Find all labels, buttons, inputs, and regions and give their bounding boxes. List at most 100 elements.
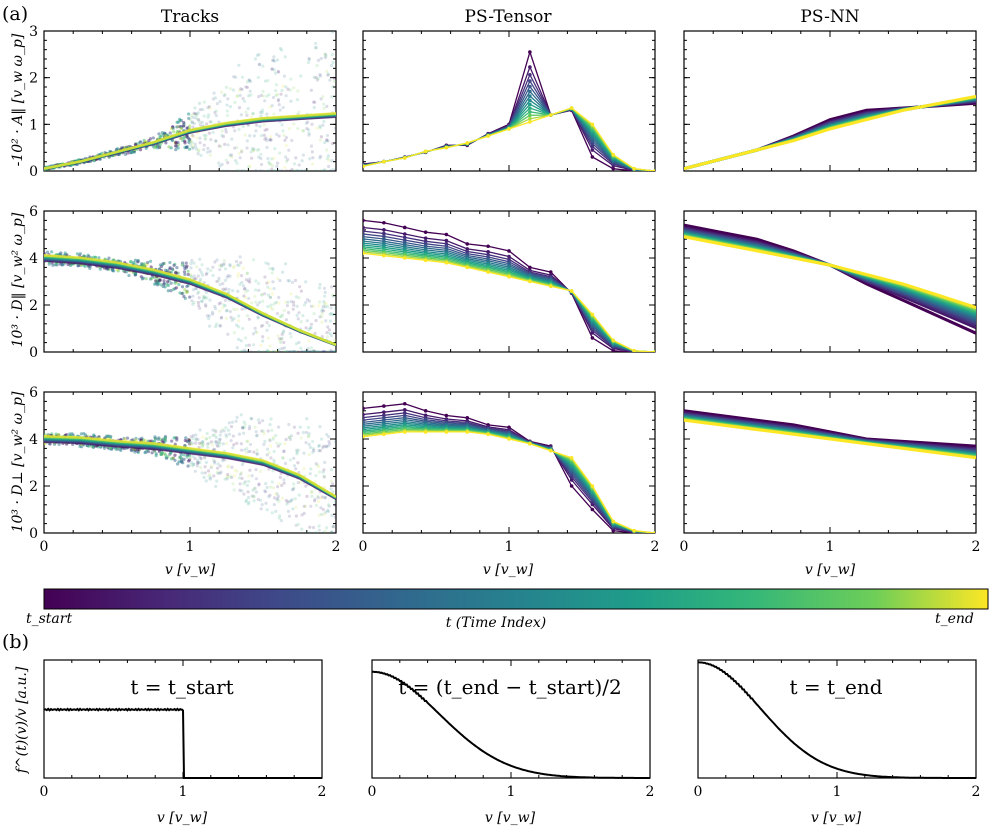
track-point [208,120,212,124]
track-point [206,469,211,473]
track-point [318,350,322,352]
track-point [58,262,62,266]
track-point [311,100,316,104]
track-point [333,169,336,171]
track-point [328,312,332,316]
track-point [185,455,189,459]
track-point [235,94,240,98]
track-point [138,140,142,144]
track-point [207,113,211,117]
track-point [326,73,330,77]
track-point [283,138,287,143]
track-point [255,148,259,152]
series-point [569,106,574,110]
track-point [304,350,309,352]
track-point [333,531,336,533]
track-point [138,148,143,152]
track-point [309,88,313,92]
track-point [257,148,261,152]
track-point [280,336,284,340]
track-point [316,496,320,500]
track-point [310,350,315,352]
track-point [207,441,211,445]
track-point [168,131,172,135]
track-point [166,280,170,284]
track-point [198,123,202,127]
track-point [280,88,284,93]
track-point [188,137,192,142]
track-point [321,531,325,533]
track-point [130,449,134,453]
track-point [209,440,214,444]
track-point [191,462,195,466]
track-point [293,350,297,352]
track-point [316,494,320,498]
track-point [283,262,288,266]
track-point [278,108,282,112]
track-point [247,78,252,83]
series-point [611,519,616,524]
track-point [201,439,205,444]
panel-tracks-d_perp-ytick-label: 0 [29,526,38,542]
track-point [205,296,209,300]
track-point [236,289,240,294]
track-point [329,333,334,338]
track-point [234,419,238,423]
track-point [211,458,216,462]
track-point [228,274,232,278]
track-point [246,490,250,494]
series-point [382,404,386,408]
series-point [632,528,636,533]
track-point [153,435,157,439]
track-point [255,452,259,456]
track-point [277,350,281,352]
track-point [329,479,333,483]
track-point [289,292,293,296]
track-point [221,287,225,291]
track-point [232,331,236,335]
track-point [188,143,192,147]
track-point [198,120,202,124]
track-point [307,169,311,171]
track-point [226,97,230,101]
track-point [79,432,83,436]
track-point [215,479,219,483]
track-point [248,468,252,472]
track-point [327,350,332,352]
track-point [296,431,300,435]
track-point [201,294,206,299]
track-point [169,281,173,285]
track-point [245,271,249,275]
track-point [305,350,309,352]
track-point [326,72,331,76]
track-point [331,525,335,529]
track-point [180,456,184,461]
track-point [222,262,226,266]
track-point [309,304,314,308]
track-point [288,350,292,352]
panel-tracks-d_perp-ytick-label: 4 [29,432,38,448]
track-point [288,437,293,442]
track-point [250,474,254,478]
panel-ps-tensor-d_parallel [362,210,656,353]
track-point [224,85,229,89]
track-point [292,464,297,468]
track-point [272,496,277,500]
series-line [363,431,655,533]
track-point [212,447,216,451]
track-point [259,114,263,118]
track-point [284,318,288,322]
track-point [299,436,303,440]
track-point [217,276,221,280]
track-point [219,264,223,268]
track-point [209,476,213,480]
track-point [265,485,269,490]
track-point [99,445,103,449]
track-point [182,120,186,125]
track-point [250,416,254,421]
track-point [322,350,327,352]
track-point [184,436,188,440]
track-point [251,332,256,336]
series-point [590,122,595,127]
